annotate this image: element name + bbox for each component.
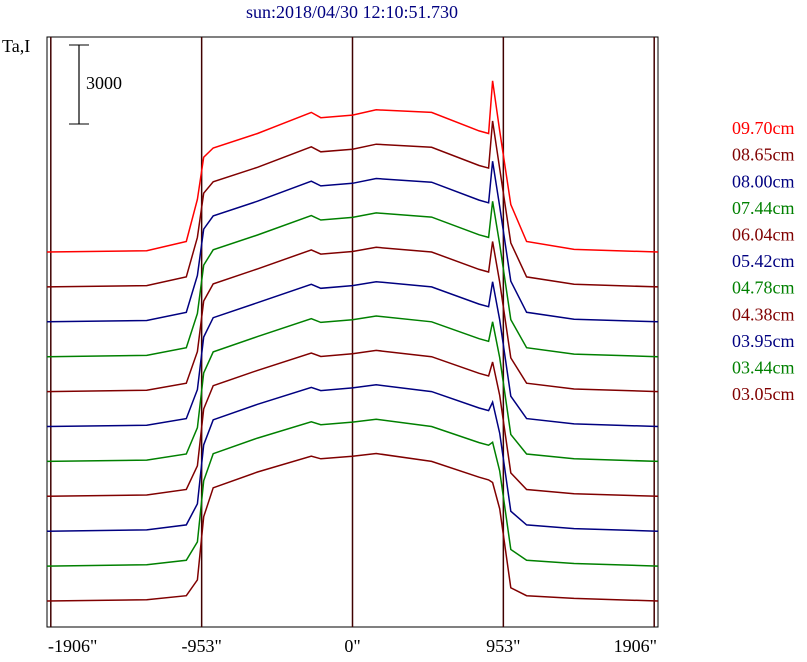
x-tick-label: 953" — [486, 636, 520, 656]
x-tick-label: -1906" — [48, 636, 97, 656]
legend-label: 08.00cm — [732, 171, 795, 191]
legend-label: 03.95cm — [732, 331, 795, 351]
legend-label: 07.44cm — [732, 198, 795, 218]
trace — [46, 120, 659, 288]
legend-label: 03.05cm — [732, 384, 795, 404]
trace — [46, 349, 659, 498]
legend-label: 05.42cm — [732, 251, 795, 271]
legend-label: 06.04cm — [732, 225, 795, 245]
scale-bar-label: 3000 — [86, 73, 122, 93]
y-axis-label: Ta,I — [2, 36, 30, 56]
x-tick-label: 1906" — [614, 636, 657, 656]
chart-title: sun:2018/04/30 12:10:51.730 — [246, 2, 458, 22]
legend-label: 04.38cm — [732, 304, 795, 324]
trace — [46, 201, 659, 358]
trace — [46, 80, 659, 253]
trace — [46, 161, 659, 323]
legend-label: 03.44cm — [732, 358, 795, 378]
trace — [46, 384, 659, 532]
trace — [46, 280, 659, 428]
x-tick-label: 0" — [344, 636, 360, 656]
legend-label: 09.70cm — [732, 118, 795, 138]
trace — [46, 315, 659, 463]
legend-label: 04.78cm — [732, 278, 795, 298]
trace — [46, 418, 659, 567]
legend-label: 08.65cm — [732, 145, 795, 165]
trace — [46, 241, 659, 393]
x-tick-label: -953" — [181, 636, 221, 656]
trace — [46, 452, 659, 602]
